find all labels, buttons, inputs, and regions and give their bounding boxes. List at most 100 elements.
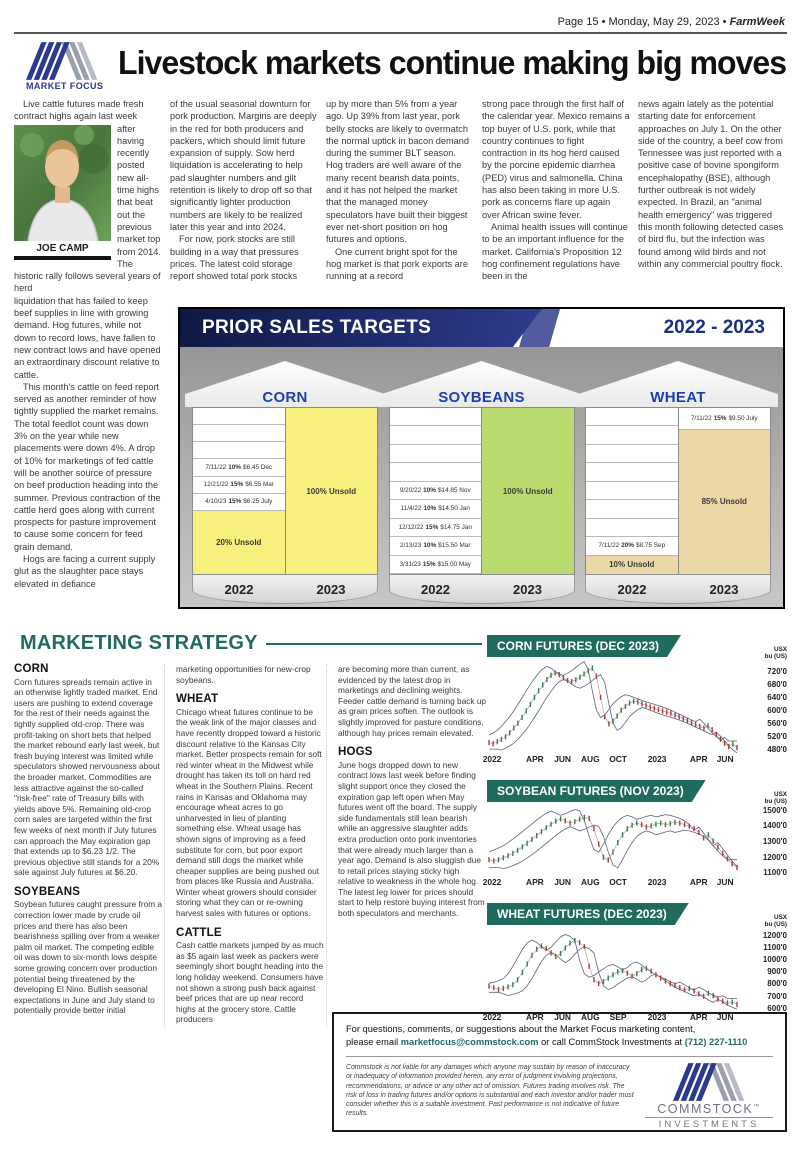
email-link[interactable]: marketfocus@commstock.com [400, 1037, 539, 1047]
year-label: 2023 [316, 581, 346, 597]
x-tick-label: 2023 [647, 754, 667, 764]
brand-name: FarmWeek [729, 16, 785, 28]
contact-box: For questions, comments, or suggestions … [332, 1012, 787, 1132]
grain-bins: CORN 7/11/22 10% $6.45 Dec 12/21/22 15% $6.5… [180, 347, 783, 604]
bin-row [586, 408, 678, 427]
strategy-column-3: are becoming more than current, as evide… [326, 664, 487, 1028]
author-photo-block: JOE CAMP [14, 124, 111, 260]
paragraph: marketing opportunities for new-crop soy… [176, 664, 311, 685]
y-axis-ticks: USX bu (US) 1200'0 1100'0 1000'0 900'0 800'0 7… [739, 914, 789, 1013]
entry-date: 9/20/22 [399, 486, 422, 494]
entry-pct: 15% [228, 498, 242, 506]
y-axis-ticks: USX bu (US) 1500'0 1400'0 1300'0 1200'0 1100'… [739, 791, 789, 877]
y-tick-label: 720'0 [767, 667, 787, 677]
grain-bin-corn: CORN 7/11/22 10% $6.45 Dec 12/21/22 15% $6.5… [185, 361, 385, 604]
entry-pct: 10% [423, 505, 437, 513]
entry-pct: 10% [228, 464, 241, 472]
year-label: 2023 [709, 581, 739, 597]
sale-entry: 9/20/22 10% $14.85 Nov [389, 482, 481, 501]
bin-2022-column: 7/11/22 10% $6.45 Dec 12/21/22 15% $6.55 Mar… [193, 408, 286, 574]
chart-line [488, 667, 738, 748]
year-label: 2022 [421, 581, 450, 597]
x-tick-label: OCT [609, 877, 627, 887]
author-photo [14, 124, 111, 241]
sale-entry: 7/11/22 10% $6.45 Dec [193, 459, 285, 477]
sale-entry: 7/11/22 20% $8.75 Sep [586, 537, 678, 556]
x-tick-label: AUG [581, 1012, 600, 1022]
year-label: 2022 [617, 581, 647, 597]
x-tick-label: JUN [716, 877, 734, 887]
disclaimer-text: Commstock is not liable for any damages … [346, 1064, 634, 1118]
sale-entry: 12/21/22 15% $6.55 Mar [193, 477, 285, 494]
grain-bin-wheat: WHEAT 7/11/22 20% $8.75 Sep 10% Unsold [578, 361, 778, 604]
x-tick-label: APR [689, 754, 708, 764]
article-column-2: of the usual seasonal downturn for pork … [170, 98, 318, 590]
entry-price: $9.50 July [728, 414, 758, 422]
bin-roof: CORN [185, 361, 385, 407]
entry-date: 4/10/23 [205, 498, 227, 506]
sale-entry: 12/12/22 15% $14.75 Jan [389, 519, 481, 538]
caption-underline [14, 255, 111, 260]
entry-date: 12/21/22 [203, 481, 229, 489]
bin-2022-column: 7/11/22 20% $8.75 Sep 10% Unsold [586, 408, 679, 574]
paragraph: For now, pork stocks are still building … [170, 234, 299, 282]
paragraph: after having recently posted new all-tim… [14, 123, 161, 294]
contact-line-2: please email marketfocus@commstock.com o… [346, 1036, 773, 1049]
y-tick-label: 640'0 [767, 693, 787, 703]
x-tick-label: 2023 [647, 1012, 667, 1022]
y-tick-label: 480'0 [767, 745, 787, 755]
unsold-2023: 85% Unsold [678, 429, 770, 574]
y-tick-label: 600'0 [767, 706, 787, 716]
header-blue-band: PRIOR SALES TARGETS [180, 309, 542, 347]
corn-futures-plot [487, 661, 739, 753]
paragraph: Soybean futures caught pressure from a c… [14, 899, 163, 1016]
bin-2022-column: 9/20/22 10% $14.85 Nov 11/4/22 10% $14.50 Ja… [389, 408, 482, 574]
entry-price: $6.55 Mar [245, 481, 274, 489]
x-tick-label: 2023 [647, 877, 667, 887]
article-body: Live cattle futures made fresh contract … [14, 98, 787, 590]
sale-entry: 2/13/23 10% $15.50 Mar [389, 537, 481, 556]
sale-entry: 3/31/23 15% $15.00 May [389, 556, 481, 574]
y-tick-label: 800'0 [767, 979, 787, 989]
bin-row [586, 482, 678, 501]
paragraph: of the usual seasonal downturn for pork … [170, 99, 317, 232]
x-tick-label: 2022 [482, 754, 502, 764]
chart-line [488, 809, 737, 861]
entry-price: $6.25 July [243, 498, 273, 506]
logo-text: COMMSTOCK [657, 1102, 754, 1116]
x-tick-label: JUN [554, 754, 571, 764]
chart-title-banner: SOYBEAN FUTURES (NOV 2023) [487, 780, 706, 802]
x-tick-label: APR [526, 877, 544, 887]
paragraph: Animal health issues will continue to be… [482, 221, 628, 282]
bin-row [389, 463, 481, 482]
y-tick-label: 1300'0 [762, 837, 787, 846]
paragraph: news again lately as the potential start… [638, 99, 784, 269]
x-tick-label: 2022 [482, 877, 502, 887]
bin-body: 7/11/22 10% $6.45 Dec 12/21/22 15% $6.55 Mar… [192, 407, 378, 575]
entry-price: $14.50 Jan [438, 505, 470, 513]
subsection-heading-corn: CORN [14, 663, 49, 675]
year-label: 2022 [224, 581, 254, 597]
entry-pct: 10% [423, 542, 437, 550]
chart-line [489, 674, 738, 753]
entry-date: 11/4/22 [400, 505, 422, 513]
paragraph: up by more than 5% from a year ago. Up 3… [326, 99, 470, 245]
y-tick-label: 520'0 [767, 732, 787, 742]
section-title: MARKETING STRATEGY [20, 632, 258, 654]
chart-line [488, 661, 737, 742]
entry-pct: 15% [713, 414, 727, 422]
y-tick-label: 1500'0 [762, 805, 787, 815]
bin-base: 2022 2023 [585, 575, 771, 604]
y-tick-label: 560'0 [767, 719, 787, 729]
bin-label: CORN [262, 389, 308, 406]
entry-price: $14.75 Jan [440, 523, 472, 531]
trademark-symbol: ™ [753, 1103, 761, 1110]
soybean-futures-chart: SOYBEAN FUTURES (NOV 2023) USX bu (US) 15… [483, 780, 793, 889]
subsection-heading-soybeans: SOYBEANS [14, 885, 81, 898]
y-tick-label: 900'0 [767, 967, 787, 977]
chart-row: USX bu (US) 720'0 680'0 640'0 600'0 560'0 520'… [487, 646, 793, 755]
chart-line [488, 817, 738, 868]
headline: Livestock markets continue making big mo… [118, 44, 787, 81]
bin-body: 7/11/22 20% $8.75 Sep 10% Unsold 7/11/22 15… [585, 407, 771, 575]
subsection-heading-hogs: HOGS [338, 746, 373, 759]
